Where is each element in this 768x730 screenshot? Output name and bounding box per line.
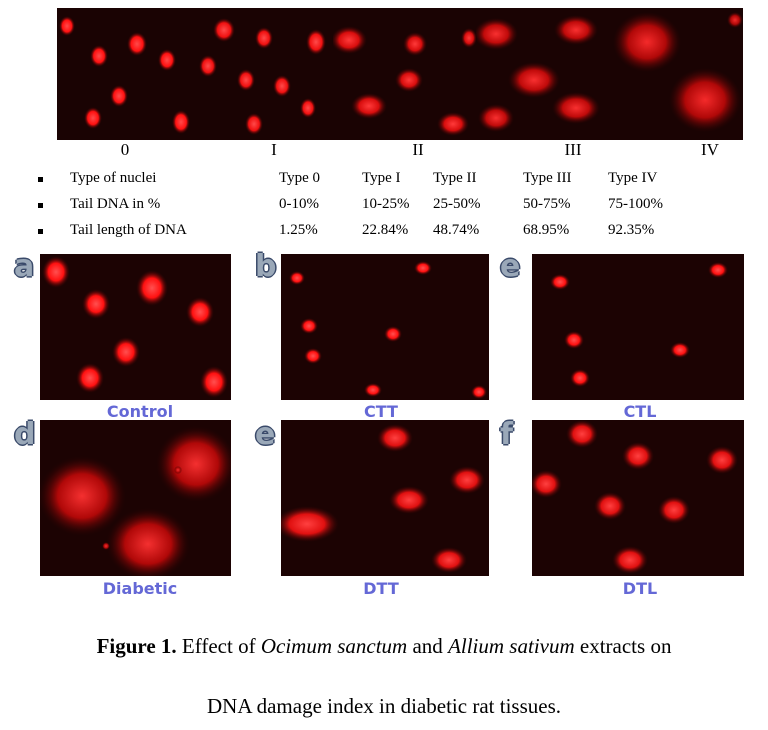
- table-cell: 0-10%: [279, 196, 319, 212]
- type-label-IV: IV: [701, 140, 719, 159]
- table-cell: 75-100%: [608, 196, 663, 212]
- type-label-III: III: [564, 140, 582, 159]
- table-cell: Type III: [523, 170, 572, 186]
- caption-text: Effect of: [176, 634, 261, 658]
- row-label: Type of nuclei: [70, 170, 157, 186]
- table-cell: 22.84%: [362, 222, 409, 238]
- strip-image-type-I: [196, 8, 333, 140]
- table-cell: 25-50%: [433, 196, 481, 212]
- panel-letter: d: [14, 417, 36, 452]
- type-label-I: I: [271, 140, 277, 159]
- panel-caption: DTL: [622, 579, 658, 598]
- panel-image-ctt: [281, 254, 489, 400]
- figure-label: Figure 1.: [96, 634, 177, 658]
- table-cell: 92.35%: [608, 222, 655, 238]
- bullet-icon: [38, 229, 43, 234]
- table-cell: Type IV: [608, 170, 658, 186]
- type-label-0: 0: [120, 140, 130, 159]
- bullet-icon: [38, 203, 43, 208]
- panel-image-dtt: [281, 420, 489, 576]
- panel-letter: a: [14, 249, 35, 284]
- panel-image-diabetic: [40, 420, 231, 576]
- table-cell: Type II: [433, 170, 477, 186]
- figure-caption-line-2: DNA damage index in diabetic rat tissues…: [207, 694, 561, 718]
- panel-caption: Control: [106, 402, 174, 421]
- panel-caption: DTT: [363, 579, 399, 598]
- table-cell: Type I: [362, 170, 401, 186]
- caption-text: and: [407, 634, 449, 658]
- table-cell: 48.74%: [433, 222, 480, 238]
- panel-letter: b: [255, 249, 277, 284]
- panel-letter: e: [500, 249, 521, 284]
- species-name: Allium sativum: [448, 634, 575, 658]
- table-cell: Type 0: [279, 170, 321, 186]
- table-cell: 68.95%: [523, 222, 570, 238]
- panel-letter: f: [500, 417, 514, 452]
- panel-image-dtl: [532, 420, 744, 576]
- panel-caption: CTL: [623, 402, 657, 421]
- table-cell: 1.25%: [279, 222, 318, 238]
- type-label-II: II: [412, 140, 424, 159]
- strip-image-type-0: [57, 8, 196, 140]
- row-label: Tail DNA in %: [70, 196, 161, 212]
- species-name: Ocimum sanctum: [260, 634, 408, 658]
- table-cell: 10-25%: [362, 196, 410, 212]
- panel-image-control: [40, 254, 231, 400]
- panel-caption: CTT: [364, 402, 398, 421]
- bullet-icon: [38, 177, 43, 182]
- strip-image-type-IV: [611, 8, 743, 140]
- panel-letter: e: [255, 417, 276, 452]
- caption-text: extracts on: [574, 634, 672, 658]
- figure-caption: Figure 1. Effect of Ocimum sanctum and A…: [0, 634, 768, 659]
- strip-image-type-III: [476, 8, 611, 140]
- strip-image-type-II: [333, 8, 476, 140]
- panel-caption: Diabetic: [102, 579, 178, 598]
- row-label: Tail length of DNA: [70, 222, 187, 238]
- table-cell: 50-75%: [523, 196, 571, 212]
- panel-image-ctl: [532, 254, 744, 400]
